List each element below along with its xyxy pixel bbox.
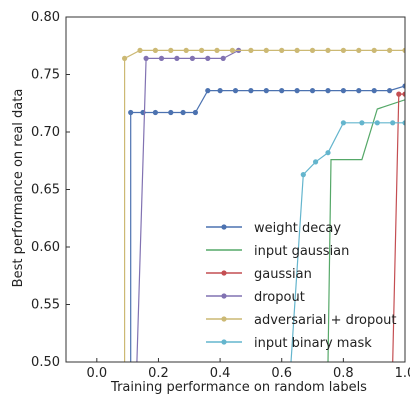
data-point <box>356 88 362 94</box>
data-point <box>300 172 306 178</box>
data-point <box>189 55 195 62</box>
data-point <box>137 47 143 54</box>
legend-marker <box>221 339 227 345</box>
legend-marker <box>221 293 227 299</box>
plot-area <box>122 47 405 362</box>
data-point <box>359 120 365 126</box>
data-point <box>325 150 331 156</box>
data-point <box>263 47 269 54</box>
data-point <box>122 55 128 62</box>
data-point <box>143 55 149 62</box>
data-point <box>229 47 235 54</box>
data-point <box>214 47 220 54</box>
x-tick-label: 0.6 <box>271 366 292 381</box>
data-point <box>180 109 186 116</box>
data-point <box>402 91 405 97</box>
data-point <box>279 47 285 54</box>
plot-frame <box>65 16 406 363</box>
data-point <box>402 120 405 126</box>
data-point <box>158 55 165 62</box>
data-point <box>396 91 402 97</box>
data-point <box>168 47 174 54</box>
legend-label: dropout <box>254 290 305 305</box>
data-point <box>174 55 180 62</box>
y-axis-label: Best performance on real data <box>11 89 26 288</box>
data-point <box>263 88 269 94</box>
data-point <box>387 47 393 54</box>
data-point <box>232 88 239 94</box>
legend-label: input gaussian <box>254 244 349 259</box>
legend: weight decay input gaussian gaussian dropou… <box>206 221 397 351</box>
data-point <box>152 109 158 116</box>
y-tick-label: 0.50 <box>31 355 60 370</box>
legend-label: input binary mask <box>254 336 372 351</box>
x-tick-label: 0.0 <box>86 366 107 381</box>
legend-marker <box>221 316 227 322</box>
y-tick-label: 0.70 <box>31 125 60 140</box>
data-point <box>402 47 405 53</box>
y-tick-label: 0.55 <box>31 298 60 313</box>
data-point <box>248 47 254 54</box>
data-point <box>371 88 377 94</box>
y-tick-label: 0.80 <box>31 10 60 25</box>
legend-label: gaussian <box>254 267 312 282</box>
data-point <box>325 47 331 54</box>
data-point <box>374 120 380 126</box>
data-point <box>279 88 285 94</box>
data-point <box>199 47 205 54</box>
data-point <box>356 47 362 54</box>
data-point <box>294 88 300 94</box>
series-line-3 <box>136 49 239 362</box>
y-tick-label: 0.60 <box>31 240 60 255</box>
legend-label: adversarial + dropout <box>254 313 397 328</box>
data-point <box>325 88 331 94</box>
data-point <box>220 55 226 62</box>
data-point <box>390 120 396 126</box>
data-point <box>248 88 254 94</box>
data-point <box>340 88 346 94</box>
data-point <box>313 159 319 165</box>
data-point <box>168 109 174 116</box>
x-tick-label: 0.8 <box>333 366 354 381</box>
data-point <box>294 47 300 54</box>
x-axis-label: Training performance on random labels <box>110 380 367 395</box>
data-point <box>217 88 223 94</box>
x-tick-label: 1.0 <box>395 366 410 381</box>
data-point <box>387 88 393 94</box>
data-point <box>192 109 198 116</box>
data-point <box>340 120 346 126</box>
series-line-1 <box>327 99 405 362</box>
y-tick-label: 0.65 <box>31 183 60 198</box>
y-tick-label: 0.75 <box>31 68 60 83</box>
data-point <box>183 47 189 54</box>
legend-marker <box>221 270 227 276</box>
data-point <box>309 88 316 94</box>
data-point <box>205 88 211 94</box>
legend-marker <box>221 224 227 230</box>
legend-label: weight decay <box>254 221 341 236</box>
data-point <box>309 47 316 54</box>
data-point <box>371 47 377 54</box>
axes: 0.0 0.2 0.4 0.6 0.8 1.0 0.50 0.55 0.60 0.65 0.70 0.… <box>31 10 410 381</box>
x-tick-label: 0.4 <box>210 366 231 381</box>
data-point <box>152 47 158 54</box>
data-point <box>340 47 346 54</box>
data-point <box>205 55 211 62</box>
x-tick-label: 0.2 <box>148 366 169 381</box>
data-point <box>128 109 134 116</box>
data-point <box>402 83 405 89</box>
